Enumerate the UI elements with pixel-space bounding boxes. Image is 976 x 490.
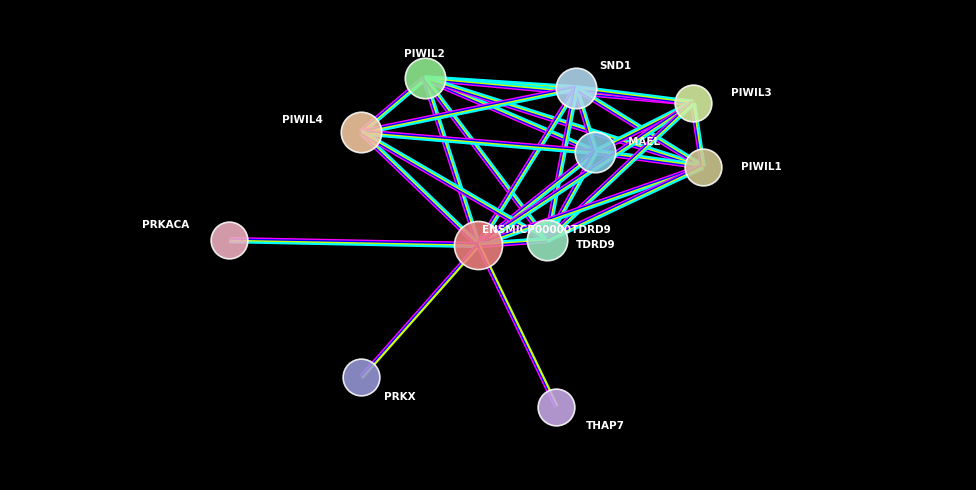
Point — [417, 74, 432, 82]
Text: PIWIL4: PIWIL4 — [282, 115, 323, 125]
Point — [470, 241, 486, 249]
Text: SND1: SND1 — [599, 61, 630, 71]
Point — [222, 236, 237, 244]
Text: THAP7: THAP7 — [586, 421, 625, 431]
Point — [353, 128, 369, 136]
Text: PIWIL2: PIWIL2 — [404, 49, 445, 59]
Point — [353, 373, 369, 381]
Point — [695, 163, 711, 171]
Text: PIWIL1: PIWIL1 — [741, 162, 782, 172]
Text: TDRD9: TDRD9 — [576, 240, 615, 250]
Point — [539, 236, 554, 244]
Text: PRKACA: PRKACA — [142, 220, 189, 230]
Point — [685, 99, 701, 107]
Text: MAEL: MAEL — [629, 137, 660, 147]
Text: ENSMICP00000TDRD9: ENSMICP00000TDRD9 — [482, 225, 611, 235]
Point — [568, 84, 584, 92]
Point — [588, 148, 603, 156]
Text: PRKX: PRKX — [385, 392, 416, 402]
Point — [549, 403, 564, 411]
Text: PIWIL3: PIWIL3 — [731, 88, 772, 98]
